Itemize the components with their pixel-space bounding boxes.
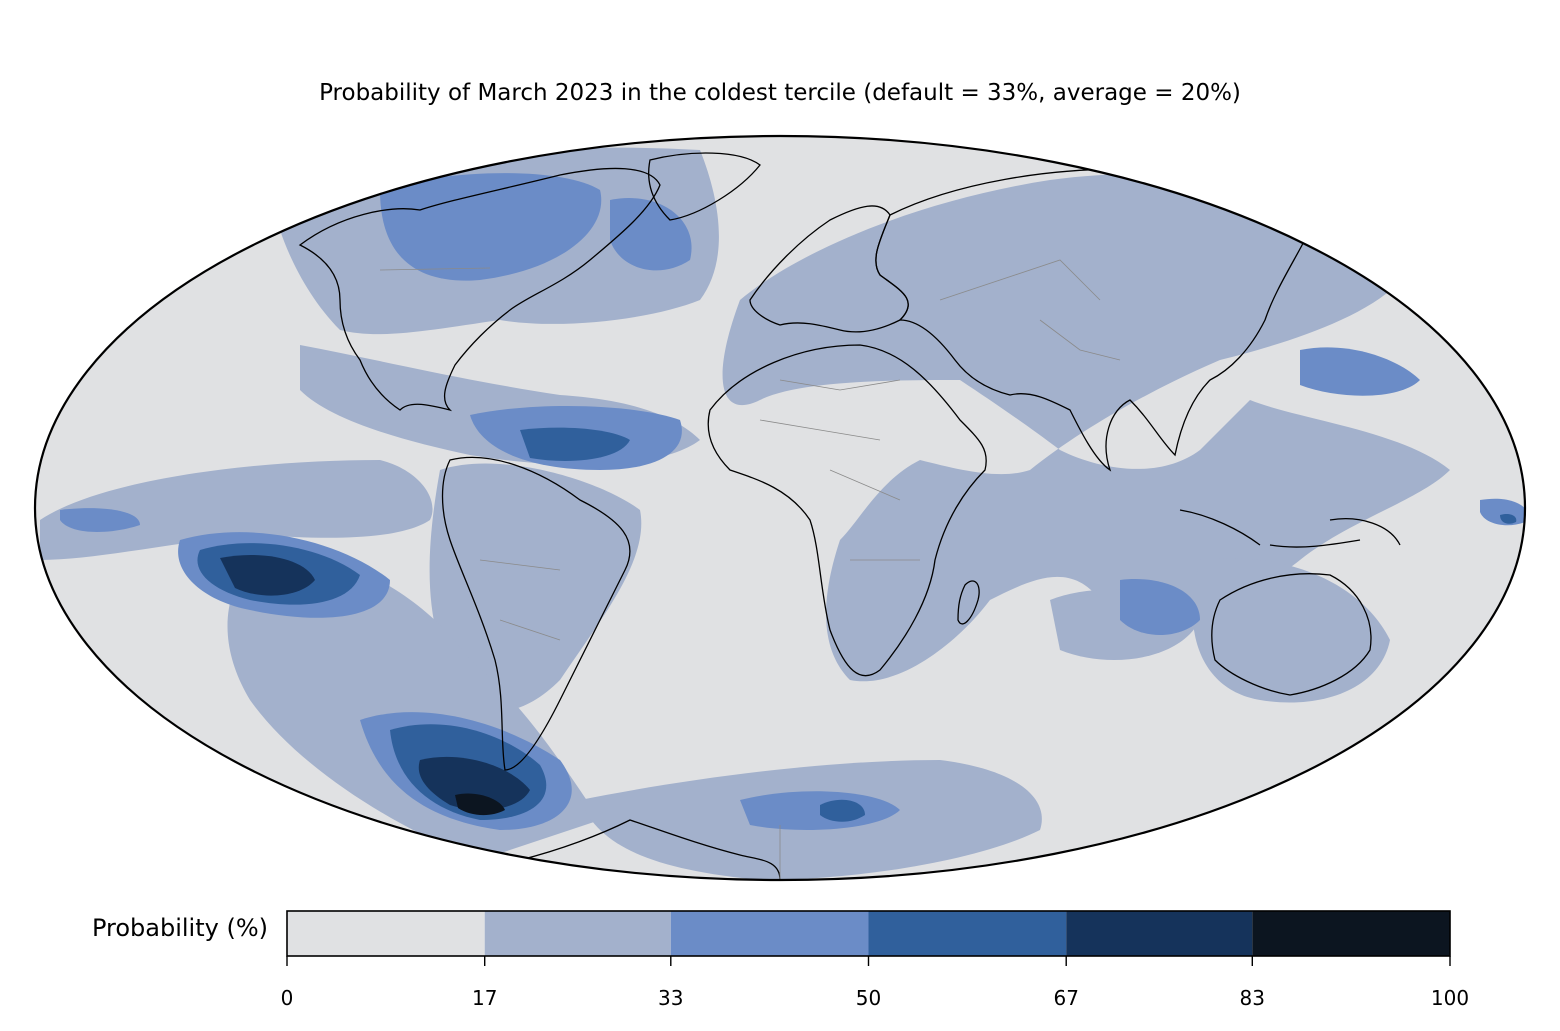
country-borders bbox=[379, 259, 1121, 880]
colorbar bbox=[287, 911, 1450, 956]
colorbar-ticks bbox=[286, 956, 1451, 966]
colorbar-swatch bbox=[287, 911, 485, 956]
field-class-67-83 bbox=[220, 554, 530, 810]
field-class-17-33 bbox=[40, 147, 1450, 880]
colorbar-tick-label: 0 bbox=[280, 986, 294, 1010]
colorbar-swatch bbox=[868, 911, 1067, 956]
colorbar-tick-label: 33 bbox=[658, 986, 684, 1010]
globe-outline bbox=[33, 134, 1527, 882]
colorbar-swatch bbox=[1252, 911, 1450, 956]
colorbar-tick-label: 67 bbox=[1053, 986, 1079, 1010]
map-title: Probability of March 2023 in the coldest… bbox=[319, 80, 1241, 106]
colorbar-swatch bbox=[670, 911, 869, 956]
field-class-83-100 bbox=[455, 793, 505, 816]
colorbar-tick-label: 100 bbox=[1430, 986, 1470, 1010]
colorbar-swatch bbox=[1066, 911, 1253, 956]
colorbar-tick-label: 17 bbox=[471, 986, 498, 1010]
colorbar-label: Probability (%) bbox=[91, 914, 268, 942]
probability-field bbox=[35, 136, 1525, 880]
colorbar-tick-label: 50 bbox=[855, 986, 882, 1010]
colorbar-swatch bbox=[484, 911, 671, 956]
coastlines bbox=[298, 152, 1401, 880]
colorbar-tick-label: 83 bbox=[1239, 986, 1265, 1010]
